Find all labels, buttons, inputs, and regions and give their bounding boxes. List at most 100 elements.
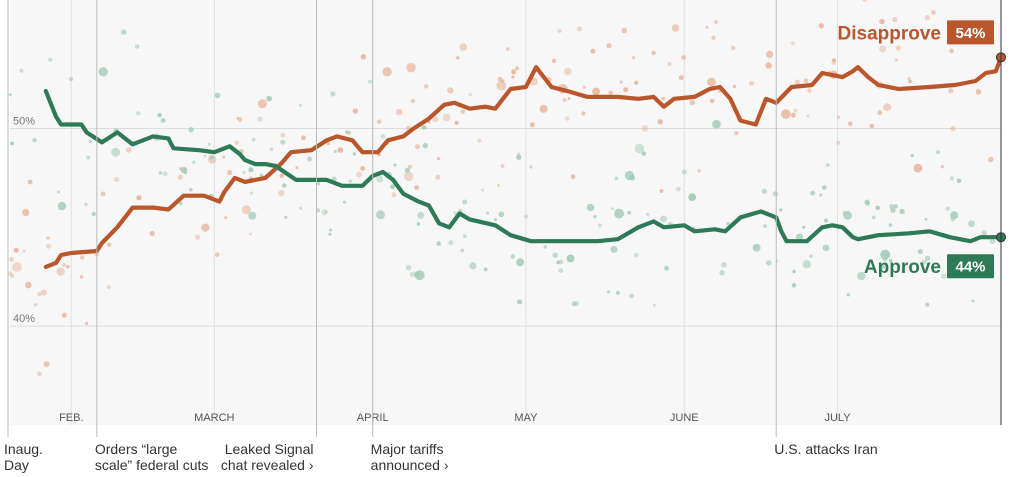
poll-dot xyxy=(486,211,490,215)
poll-dot xyxy=(69,77,74,82)
poll-dot xyxy=(793,108,798,113)
poll-dot xyxy=(697,168,702,173)
series-name-disapprove: Disapprove xyxy=(838,23,941,44)
poll-dot xyxy=(948,88,954,94)
poll-dot xyxy=(84,321,89,326)
annotation-label: Orders “large scale” federal cuts xyxy=(95,441,209,473)
poll-dot xyxy=(846,293,850,297)
poll-dot xyxy=(12,262,22,272)
annotation-line: Major tariffs xyxy=(371,441,444,457)
poll-dot xyxy=(376,175,384,183)
x-tick-label: FEB. xyxy=(59,412,83,424)
poll-dot xyxy=(940,165,945,169)
poll-dot xyxy=(730,45,736,51)
poll-dot xyxy=(790,41,795,46)
poll-dot xyxy=(924,217,928,221)
annotation-line: Day xyxy=(4,457,29,473)
poll-dot xyxy=(40,289,48,296)
poll-dot xyxy=(248,211,257,220)
poll-dot xyxy=(515,66,519,71)
poll-dot xyxy=(307,156,313,162)
poll-dot xyxy=(836,140,841,145)
annotation-line: U.S. attacks Iran xyxy=(774,441,877,457)
poll-dot xyxy=(453,211,458,216)
poll-dot xyxy=(410,99,415,104)
poll-dot xyxy=(407,164,412,169)
poll-dot xyxy=(795,79,800,85)
poll-dot xyxy=(615,290,621,295)
poll-dot xyxy=(836,115,841,120)
poll-dot xyxy=(149,230,155,237)
poll-dot xyxy=(678,75,684,81)
poll-dot xyxy=(989,238,996,244)
poll-dot xyxy=(43,361,50,368)
poll-dot xyxy=(241,205,251,215)
poll-dot xyxy=(86,155,91,160)
poll-dot xyxy=(574,301,579,306)
poll-dot xyxy=(423,84,429,89)
poll-dot xyxy=(629,175,635,181)
x-tick-label: JULY xyxy=(824,412,851,424)
poll-dot xyxy=(201,223,210,232)
poll-dot xyxy=(459,43,468,51)
poll-dot xyxy=(266,95,272,102)
poll-dot xyxy=(356,171,363,178)
poll-dot xyxy=(667,62,672,66)
poll-dot xyxy=(879,45,887,53)
line-disapprove xyxy=(43,55,1004,269)
poll-dot xyxy=(676,186,681,192)
poll-dot xyxy=(832,58,836,63)
poll-dot xyxy=(516,258,525,267)
poll-dot xyxy=(893,204,898,209)
poll-dot xyxy=(414,185,419,191)
poll-dot xyxy=(460,109,466,114)
poll-dot xyxy=(809,254,813,258)
poll-dot xyxy=(766,260,772,266)
poll-dot xyxy=(895,45,901,51)
poll-dot xyxy=(719,270,725,276)
poll-dot xyxy=(468,93,472,97)
poll-dot xyxy=(498,211,505,218)
poll-dot xyxy=(19,68,24,73)
poll-dot xyxy=(352,152,356,156)
poll-dot xyxy=(9,257,15,262)
poll-dot xyxy=(348,179,352,183)
poll-dot xyxy=(188,187,193,192)
poll-dot xyxy=(899,208,905,215)
poll-dot xyxy=(494,218,497,222)
poll-dot xyxy=(956,178,962,184)
poll-dot xyxy=(807,88,812,93)
poll-dot xyxy=(557,29,562,33)
poll-dot xyxy=(33,303,38,307)
poll-dot xyxy=(113,176,120,183)
event-annotations: Inaug. Day Orders “large scale” federal cut… xyxy=(4,0,878,473)
poll-dot xyxy=(422,142,428,149)
poll-dot xyxy=(214,92,221,99)
poll-dot xyxy=(360,54,367,60)
poll-dot xyxy=(248,167,254,173)
poll-dot xyxy=(862,0,867,2)
poll-dot xyxy=(924,14,930,21)
poll-dot xyxy=(107,285,111,290)
poll-dot xyxy=(88,139,93,144)
poll-dot xyxy=(121,29,127,35)
poll-dot xyxy=(395,108,403,116)
poll-dot xyxy=(772,191,779,197)
x-tick-label: MAY xyxy=(514,412,538,424)
poll-dot xyxy=(651,50,656,56)
line-approve xyxy=(43,88,1004,244)
poll-dot xyxy=(661,96,666,101)
poll-dot xyxy=(447,87,454,94)
poll-dot xyxy=(631,56,636,60)
poll-dot xyxy=(84,202,88,207)
poll-dot xyxy=(842,210,847,215)
poll-dot xyxy=(46,243,52,249)
poll-dot xyxy=(641,151,646,156)
poll-dot xyxy=(100,191,106,197)
poll-dot xyxy=(565,116,570,121)
poll-dot xyxy=(688,193,697,202)
annotation-line: scale” federal cuts xyxy=(95,457,209,473)
poll-dot xyxy=(888,223,893,227)
poll-dot xyxy=(432,116,439,123)
